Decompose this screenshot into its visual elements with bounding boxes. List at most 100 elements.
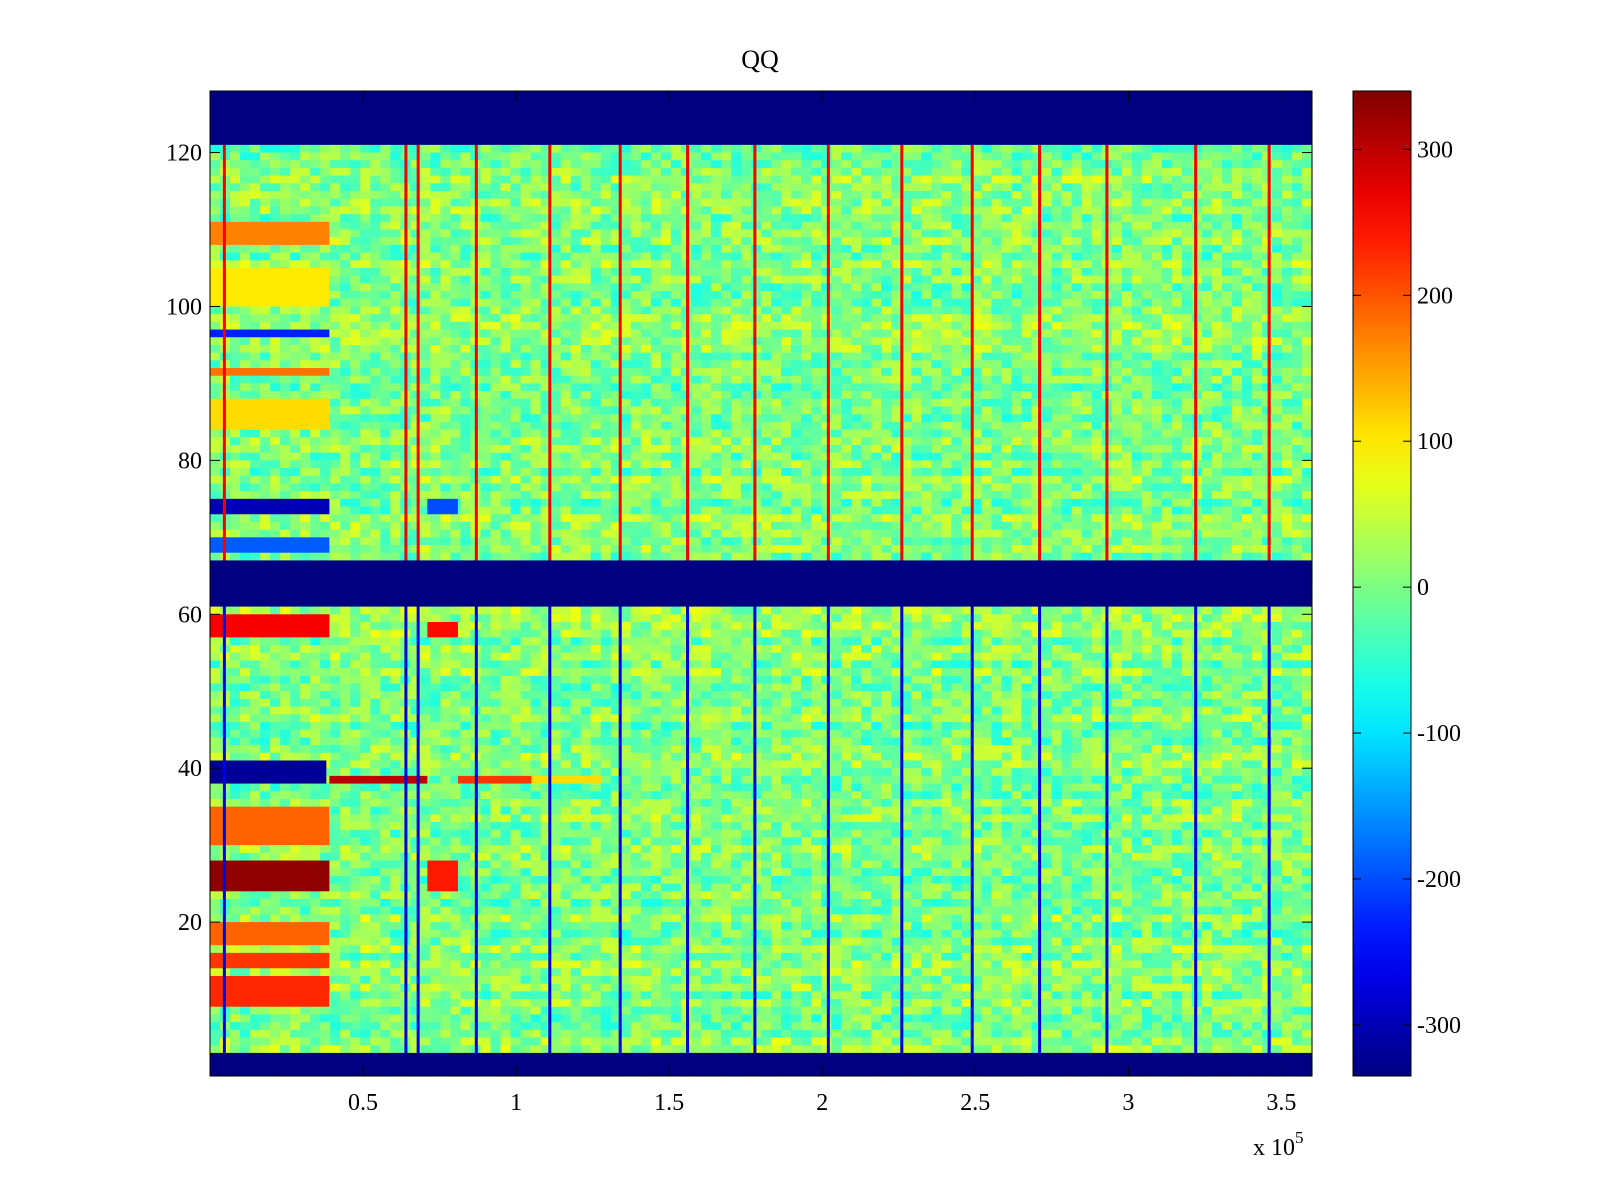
heatmap-cell: [1241, 414, 1253, 423]
heatmap-cell: [690, 375, 702, 385]
heatmap-cell: [550, 383, 562, 392]
heatmap-cell: [941, 198, 952, 208]
heatmap-cell: [740, 337, 752, 346]
heatmap-cell: [630, 337, 642, 346]
heatmap-cell: [1241, 252, 1253, 261]
heatmap-cell: [811, 229, 822, 238]
heatmap-cell: [811, 321, 822, 331]
heatmap-cell: [640, 429, 652, 438]
heatmap-cell: [771, 191, 782, 200]
heatmap-cell: [450, 321, 462, 331]
heatmap-cell: [630, 429, 642, 438]
heatmap-cell: [881, 375, 892, 385]
heatmap-cell: [1281, 214, 1293, 223]
heatmap-cell: [520, 152, 532, 161]
heatmap-cell: [1241, 344, 1253, 354]
heatmap-cell: [610, 206, 622, 215]
heatmap-cell: [1241, 237, 1253, 246]
heatmap-cell: [620, 421, 632, 431]
heatmap-cell: [630, 214, 642, 223]
heatmap-cell: [460, 406, 472, 415]
heatmap-cell: [640, 352, 652, 361]
heatmap-cell: [650, 275, 662, 284]
heatmap-cell: [710, 144, 722, 154]
heatmap-cell: [891, 321, 902, 331]
heatmap-cell: [420, 306, 431, 315]
heatmap-cell: [1211, 298, 1223, 308]
heatmap-cell: [1091, 337, 1103, 346]
heatmap-cell: [550, 160, 562, 169]
heatmap-cell: [280, 375, 291, 385]
heatmap-cell: [490, 206, 502, 215]
heatmap-cell: [791, 391, 802, 400]
heatmap-cell: [1251, 160, 1263, 169]
heatmap-cell: [1281, 391, 1293, 400]
heatmap-cell: [911, 237, 922, 246]
heatmap-cell: [951, 352, 962, 361]
heatmap-cell: [640, 244, 652, 254]
heatmap-cell: [901, 183, 912, 192]
heatmap-cell: [700, 237, 712, 246]
heatmap-cell: [921, 175, 932, 184]
heatmap-cell: [1071, 191, 1083, 200]
heatmap-cell: [260, 352, 271, 361]
heatmap-cell: [330, 298, 341, 308]
heatmap-cell: [841, 175, 852, 184]
heatmap-cell: [1031, 352, 1043, 361]
heatmap-cell: [981, 237, 993, 246]
heatmap-cell: [480, 306, 492, 315]
heatmap-cell: [1021, 260, 1033, 269]
heatmap-cell: [851, 306, 862, 315]
heatmap-cell: [1041, 237, 1053, 246]
heatmap-cell: [931, 368, 942, 377]
heatmap-cell: [781, 421, 792, 431]
heatmap-cell: [1161, 360, 1173, 369]
heatmap-cell: [650, 344, 662, 354]
heatmap-cell: [831, 314, 842, 323]
heatmap-cell: [500, 175, 512, 184]
heatmap-cell: [861, 183, 872, 192]
heatmap-cell: [210, 191, 221, 200]
heatmap-cell: [781, 368, 792, 377]
heatmap-cell: [270, 144, 281, 154]
heatmap-cell: [460, 329, 472, 338]
heatmap-cell: [340, 429, 351, 438]
heatmap-cell: [290, 214, 301, 223]
heatmap-cell: [660, 398, 672, 408]
heatmap-cell: [230, 375, 241, 385]
heatmap-cell: [560, 429, 572, 438]
heatmap-cell: [530, 398, 542, 408]
heatmap-cell: [931, 198, 942, 208]
heatmap-cell: [991, 321, 1003, 331]
heatmap-cell: [791, 337, 802, 346]
heatmap-cell: [1291, 391, 1303, 400]
heatmap-cell: [1201, 314, 1213, 323]
heatmap-cell: [1201, 244, 1213, 254]
heatmap-cell: [1131, 229, 1143, 238]
heatmap-cell: [971, 191, 982, 200]
heatmap-cell: [490, 183, 502, 192]
heatmap-cell: [861, 244, 872, 254]
heatmap-cell: [550, 229, 562, 238]
heatmap-cell: [831, 283, 842, 292]
heatmap-cell: [1241, 214, 1253, 223]
heatmap-cell: [1161, 383, 1173, 392]
heatmap-cell: [871, 160, 882, 169]
heatmap-cell: [1131, 329, 1143, 338]
heatmap-cell: [1241, 375, 1253, 385]
heatmap-cell: [700, 375, 712, 385]
heatmap-cell: [871, 398, 882, 408]
heatmap-cell: [1241, 175, 1253, 184]
heatmap-cell: [901, 329, 912, 338]
heatmap-cell: [1201, 352, 1213, 361]
heatmap-cell: [971, 283, 982, 292]
heatmap-cell: [1291, 175, 1303, 184]
heatmap-cell: [440, 237, 452, 246]
heatmap-cell: [951, 337, 962, 346]
heatmap-cell: [1301, 337, 1313, 346]
heatmap-cell: [620, 144, 632, 154]
heatmap-cell: [971, 391, 982, 400]
heatmap-cell: [1151, 306, 1163, 315]
heatmap-cell: [1111, 283, 1123, 292]
heatmap-cell: [851, 352, 862, 361]
